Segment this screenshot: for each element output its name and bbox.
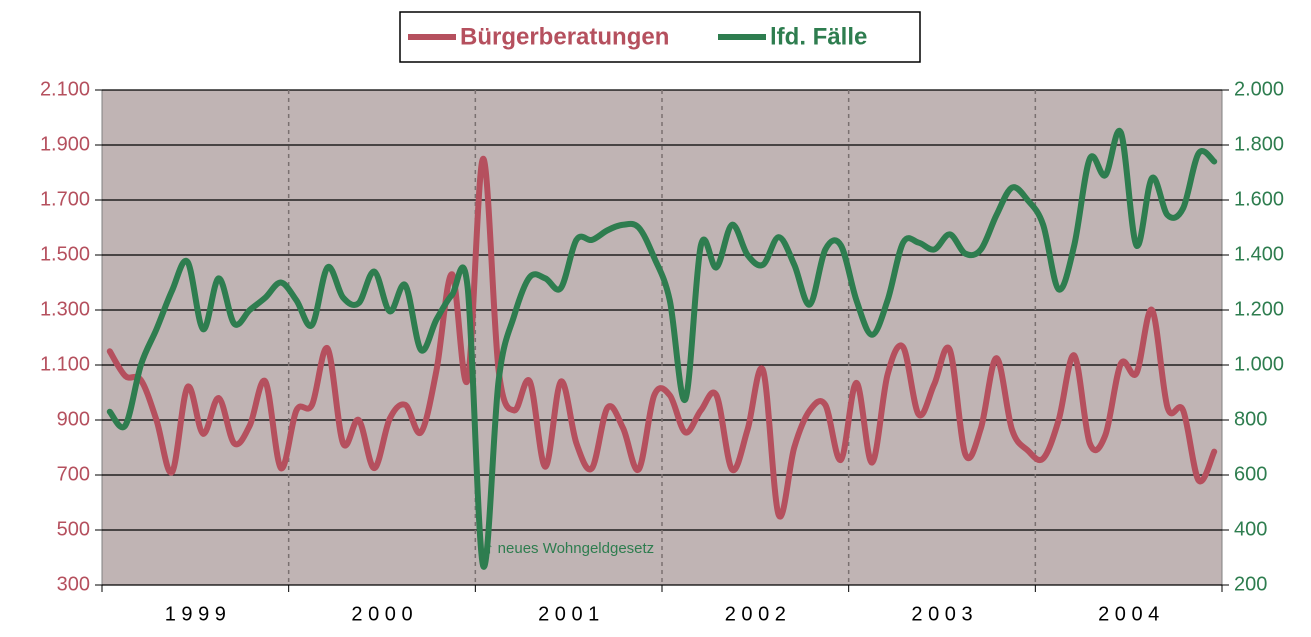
y2-tick-label: 1.000 (1234, 353, 1284, 375)
line-series (106, 127, 1218, 570)
y2-tick-label: 600 (1234, 463, 1267, 485)
legend-label: lfd. Fälle (770, 23, 867, 50)
y-tick-label: 1.100 (40, 353, 90, 375)
y-tick-label: 500 (57, 518, 90, 540)
annotation: ↑ neues Wohngeldgesetz (486, 540, 654, 557)
y2-tick-label: 2.000 (1234, 78, 1284, 100)
x-tick-label: 2 0 0 0 (351, 603, 412, 625)
x-tick-label: 1 9 9 9 (165, 603, 226, 625)
x-tick-label: 2 0 0 3 (911, 603, 972, 625)
y-tick-label: 700 (57, 463, 90, 485)
y-tick-label: 300 (57, 573, 90, 595)
y-tick-label: 1.500 (40, 243, 90, 265)
line-series (106, 155, 1218, 520)
y2-tick-label: 400 (1234, 518, 1267, 540)
y2-tick-label: 1.600 (1234, 188, 1284, 210)
y-tick-label: 1.700 (40, 188, 90, 210)
y2-tick-label: 200 (1234, 573, 1267, 595)
x-tick-label: 2 0 0 4 (1098, 603, 1159, 625)
legend-box (399, 11, 921, 63)
y2-tick-label: 1.800 (1234, 133, 1284, 155)
y-tick-label: 900 (57, 408, 90, 430)
y2-tick-label: 1.400 (1234, 243, 1284, 265)
x-tick-label: 2 0 0 2 (725, 603, 786, 625)
y-tick-label: 2.100 (40, 78, 90, 100)
legend-label: Bürgerberatungen (460, 23, 669, 50)
x-tick-label: 2 0 0 1 (538, 603, 599, 625)
y2-tick-label: 1.200 (1234, 298, 1284, 320)
y-tick-label: 1.900 (40, 133, 90, 155)
y2-tick-label: 800 (1234, 408, 1267, 430)
y-tick-label: 1.300 (40, 298, 90, 320)
